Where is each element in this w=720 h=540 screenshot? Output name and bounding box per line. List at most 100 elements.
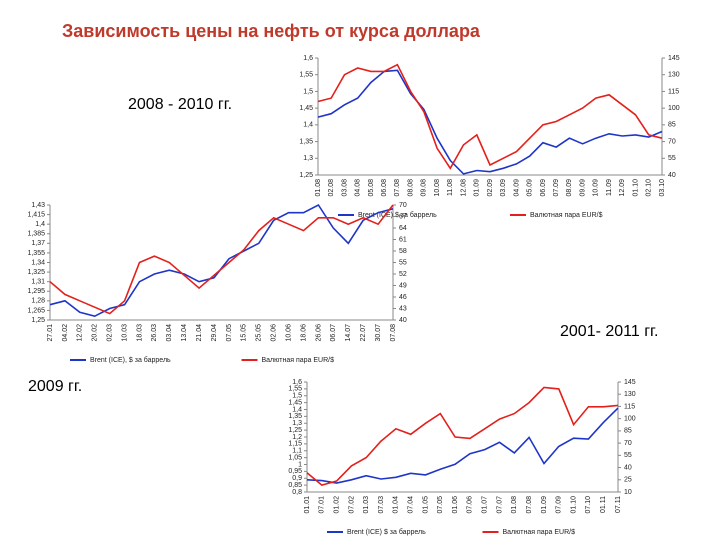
x-tick-label: 09.09: [579, 179, 586, 197]
x-tick-label: 07.05: [437, 496, 444, 514]
x-tick-label: 12.02: [77, 324, 84, 342]
y-tick-label: 1,1: [292, 448, 302, 455]
y-tick-label: 1,4: [35, 221, 45, 228]
legend-label: Brent (ICE) $ за баррель: [347, 528, 426, 536]
x-tick-label: 27.01: [47, 324, 54, 342]
x-tick-label: 01.07: [482, 496, 489, 514]
y-tick-label: 1,295: [27, 288, 45, 295]
x-tick-label: 07.09: [556, 496, 563, 514]
x-tick-label: 07.07: [496, 496, 503, 514]
y2-tick-label: 55: [668, 155, 676, 162]
x-tick-label: 03.10: [659, 179, 666, 197]
y-tick-label: 1,355: [27, 250, 45, 257]
x-tick-label: 10.06: [285, 324, 292, 342]
y-tick-label: 1,43: [31, 202, 45, 209]
y2-tick-label: 25: [624, 477, 632, 484]
y-tick-label: 1,35: [288, 413, 302, 420]
y2-tick-label: 115: [624, 403, 635, 410]
legend-label: Валютная пара EUR/$: [262, 357, 335, 364]
x-tick-label: 01.10: [570, 496, 577, 514]
y-tick-label: 1,3: [303, 155, 313, 162]
y2-tick-label: 85: [668, 122, 676, 129]
y2-tick-label: 70: [624, 440, 632, 447]
x-tick-label: 10.08: [434, 179, 441, 197]
x-tick-label: 05.09: [527, 179, 534, 197]
x-tick-label: 26.06: [315, 324, 322, 342]
slide-title: Зависимость цены на нефть от курса долла…: [62, 21, 481, 41]
y-tick-label: 0,9: [292, 475, 302, 482]
x-tick-label: 03.09: [500, 179, 507, 197]
x-tick-label: 01.03: [363, 496, 370, 514]
y2-tick-label: 55: [399, 259, 407, 266]
y-tick-label: 1,05: [288, 454, 302, 461]
x-tick-label: 07.10: [585, 496, 592, 514]
y2-tick-label: 52: [399, 271, 407, 278]
y-tick-label: 1,6: [292, 379, 302, 386]
y2-tick-label: 130: [668, 72, 680, 79]
y-tick-label: 1,385: [27, 231, 45, 238]
y-tick-label: 1,415: [27, 211, 45, 218]
x-tick-label: 30.07: [375, 324, 382, 342]
x-tick-label: 08.08: [407, 179, 414, 197]
x-tick-label: 01.09: [541, 496, 548, 514]
y2-tick-label: 85: [624, 428, 632, 435]
y-tick-label: 1,3: [292, 420, 302, 427]
x-tick-label: 10.03: [121, 324, 128, 342]
y2-tick-label: 40: [624, 464, 632, 471]
x-tick-label: 26.03: [151, 324, 158, 342]
x-tick-label: 01.09: [474, 179, 481, 197]
x-tick-label: 07.08: [390, 324, 397, 342]
x-tick-label: 07.02: [348, 496, 355, 514]
x-tick-label: 10.09: [593, 179, 600, 197]
y2-tick-label: 40: [668, 172, 676, 179]
x-tick-label: 07.08: [394, 179, 401, 197]
y-tick-label: 1,25: [31, 317, 45, 324]
y2-tick-label: 43: [399, 305, 407, 312]
x-tick-label: 01.06: [452, 496, 459, 514]
y-tick-label: 1,45: [299, 105, 313, 112]
x-tick-label: 07.06: [467, 496, 474, 514]
x-tick-label: 01.10: [632, 179, 639, 197]
y2-tick-label: 100: [624, 416, 636, 423]
x-tick-label: 20.02: [92, 324, 99, 342]
x-tick-label: 01.02: [333, 496, 340, 514]
series-line: [49, 204, 394, 315]
y-tick-label: 1,25: [288, 427, 302, 434]
y-tick-label: 1,5: [292, 393, 302, 400]
series-line: [306, 407, 619, 484]
legend-label: Brent (ICE) $ за баррель: [358, 211, 437, 219]
x-tick-label: 01.04: [393, 496, 400, 514]
series-line: [317, 63, 663, 170]
x-tick-label: 15.05: [241, 324, 248, 342]
x-tick-label: 07.04: [408, 496, 415, 514]
x-tick-label: 03.08: [341, 179, 348, 197]
y2-tick-label: 145: [624, 379, 636, 386]
y-tick-label: 1: [298, 461, 302, 468]
x-tick-label: 04.08: [355, 179, 362, 197]
x-tick-label: 05.08: [368, 179, 375, 197]
y-tick-label: 1,25: [299, 172, 313, 179]
x-tick-label: 07.09: [553, 179, 560, 197]
y-tick-label: 1,2: [292, 434, 302, 441]
y2-tick-label: 55: [624, 452, 632, 459]
x-tick-label: 07.01: [319, 496, 326, 514]
x-tick-label: 18.06: [300, 324, 307, 342]
y2-tick-label: 70: [399, 202, 407, 209]
x-tick-label: 12.09: [619, 179, 626, 197]
y-tick-label: 1,28: [31, 298, 45, 305]
y-tick-label: 1,55: [299, 72, 313, 79]
series-line: [306, 386, 619, 486]
x-tick-label: 11.09: [606, 179, 613, 196]
y-tick-label: 1,4: [292, 406, 302, 413]
y-tick-label: 1,45: [288, 399, 302, 406]
x-tick-label: 03.04: [166, 324, 173, 342]
y-tick-label: 1,37: [31, 240, 45, 247]
x-tick-label: 18.03: [136, 324, 143, 342]
x-tick-label: 01.11: [600, 496, 607, 513]
y2-tick-label: 58: [399, 248, 407, 255]
annotation: 2008 - 2010 гг.: [128, 96, 232, 113]
y2-tick-label: 70: [668, 138, 676, 145]
y-tick-label: 1,55: [288, 386, 302, 393]
legend-label: Валютная пара EUR/$: [503, 529, 576, 536]
y-tick-label: 1,35: [299, 138, 313, 145]
